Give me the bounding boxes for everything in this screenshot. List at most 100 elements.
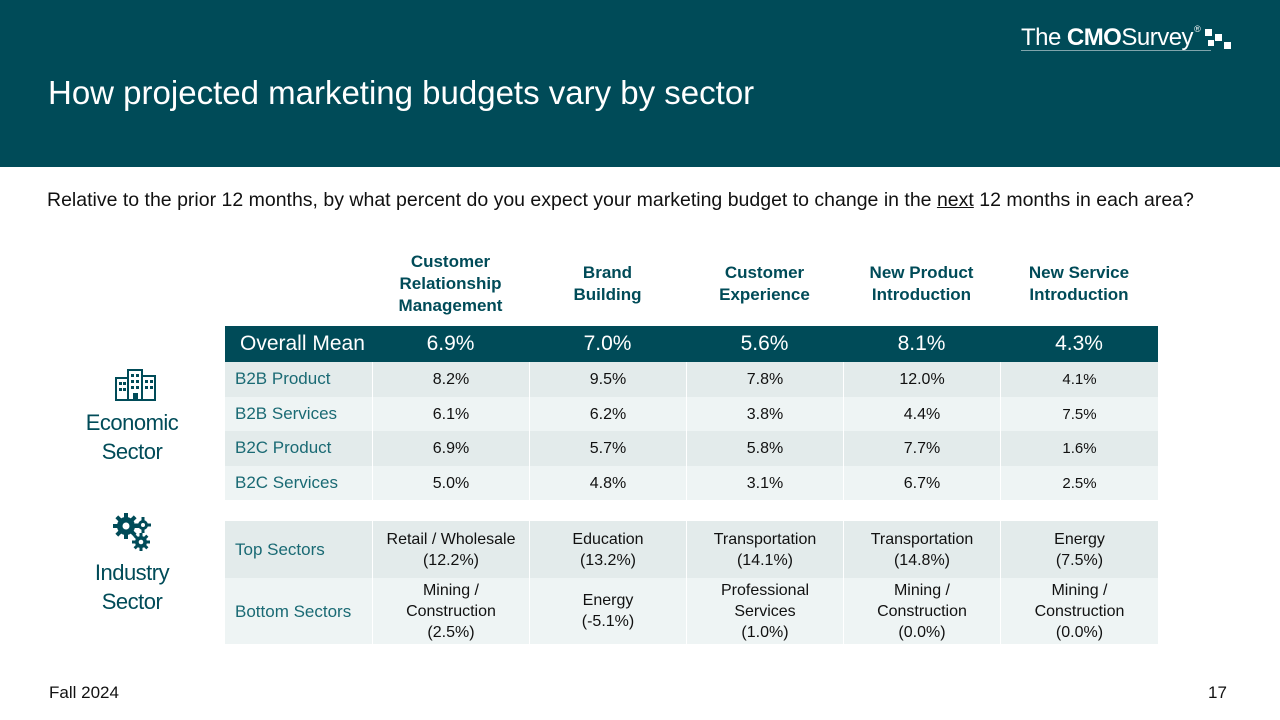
logo-survey: Survey — [1121, 24, 1194, 51]
table-cell: Mining / Construction (0.0%) — [1000, 578, 1158, 644]
row-label: B2B Services — [235, 404, 338, 423]
table-cell: Professional Services (1.0%) — [686, 578, 843, 644]
table-cell: Retail / Wholesale (12.2%) — [372, 521, 529, 578]
overall-mean-label: Overall Mean — [240, 332, 365, 355]
cell-line: (12.2%) — [422, 551, 479, 569]
table-cell: Mining / Construction (2.5%) — [372, 578, 529, 644]
row-label: B2C Services — [235, 473, 338, 492]
header-banner: How projected marketing budgets vary by … — [0, 0, 1280, 167]
table-cell: 9.5% — [529, 362, 686, 397]
question-text-after: 12 months in each area? — [973, 189, 1194, 211]
table-cell: 8.2% — [372, 362, 529, 397]
cell-line: (-5.1%) — [581, 613, 635, 630]
cell-line: (0.0%) — [898, 623, 946, 641]
question-text-underlined: next — [936, 189, 974, 211]
cell-line: Construction — [1034, 602, 1125, 620]
table-cell: 5.8% — [686, 431, 843, 466]
table-cell: Mining / Construction (0.0%) — [843, 578, 1000, 644]
table-cell: 4.4% — [843, 397, 1000, 431]
table-row-top-sectors: Top Sectors Retail / Wholesale (12.2%) Ed… — [225, 521, 1158, 578]
overall-mean-row: Overall Mean 6.9% 7.0% 5.6% 8.1% 4.3% — [225, 326, 1158, 362]
col-header-line: Customer — [724, 263, 805, 282]
col-header-line: Experience — [719, 285, 810, 304]
table-cell: 7.5% — [1000, 397, 1158, 431]
cell-line: Energy — [1054, 530, 1105, 548]
cell-line: (2.5%) — [427, 623, 475, 641]
survey-question: Relative to the prior 12 months, by what… — [47, 188, 1227, 212]
table-cell: 4.1% — [1000, 362, 1158, 397]
col-header-line: Introduction — [871, 285, 972, 304]
table-cell: 6.2% — [529, 397, 686, 431]
cell-line: Construction — [406, 602, 496, 620]
logo-underline — [1021, 50, 1211, 51]
mean-value: 8.1% — [897, 332, 946, 355]
column-header-customer-experience: Customer Experience — [686, 248, 843, 320]
gears-icon — [113, 513, 151, 551]
table-cell: 6.1% — [372, 397, 529, 431]
table-cell: Energy (7.5%) — [1000, 521, 1158, 578]
cell-line: Mining / — [422, 581, 479, 599]
column-header-new-service: New Service Introduction — [1000, 248, 1158, 320]
cell-line: (7.5%) — [1055, 551, 1104, 569]
industry-sector-label: Industry Sector — [72, 558, 192, 616]
logo-dots-icon — [1203, 25, 1231, 51]
table-cell: Energy (-5.1%) — [529, 578, 686, 644]
logo-the: The — [1021, 24, 1061, 51]
cell-line: (13.2%) — [579, 551, 636, 569]
table-row-b2c-services: B2C Services 5.0% 4.8% 3.1% 6.7% 2.5% — [225, 466, 1158, 500]
slide-title: How projected marketing budgets vary by … — [48, 74, 755, 111]
row-label: B2C Product — [235, 438, 332, 457]
col-header-line: Relationship — [399, 274, 502, 293]
col-header-line: Customer — [410, 252, 491, 271]
table-cell: 12.0% — [843, 362, 1000, 397]
column-header-new-product: New Product Introduction — [843, 248, 1000, 320]
col-header-line: Management — [398, 296, 503, 315]
logo-cmo: CMO — [1066, 24, 1122, 51]
row-label: Top Sectors — [235, 540, 325, 559]
cell-line: (0.0%) — [1055, 623, 1104, 641]
cell-line: Education — [572, 530, 644, 548]
cell-line: Construction — [877, 602, 967, 620]
mean-value: 7.0% — [583, 332, 632, 355]
table-cell: 5.0% — [372, 466, 529, 500]
table-cell: 3.1% — [686, 466, 843, 500]
cell-line: (14.8%) — [893, 551, 950, 569]
col-header-line: New Service — [1028, 263, 1130, 282]
cell-line: Professional — [720, 581, 810, 599]
col-header-line: Building — [573, 285, 642, 304]
cell-line: Services — [734, 602, 796, 620]
cell-line: (14.1%) — [736, 551, 793, 569]
column-header-crm: Customer Relationship Management — [372, 248, 529, 320]
table-cell: 6.7% — [843, 466, 1000, 500]
column-header-brand-building: Brand Building — [529, 248, 686, 320]
table-cell: Education (13.2%) — [529, 521, 686, 578]
logo-registered: ® — [1194, 24, 1201, 34]
mean-value: 5.6% — [740, 332, 789, 355]
table-cell: 6.9% — [372, 431, 529, 466]
table-cell: 4.8% — [529, 466, 686, 500]
cell-line: Mining / — [893, 581, 950, 599]
cell-line: Transportation — [713, 530, 817, 548]
mean-value: 4.3% — [1055, 332, 1103, 355]
cell-line: Transportation — [870, 530, 974, 548]
table-cell: 1.6% — [1000, 431, 1158, 466]
table-cell: Transportation (14.8%) — [843, 521, 1000, 578]
cell-line: (1.0%) — [741, 623, 789, 641]
cell-line: Mining / — [1051, 581, 1108, 599]
cell-line: Retail / Wholesale — [386, 530, 516, 548]
col-header-line: Brand — [582, 263, 633, 282]
section-label-line: Sector — [101, 589, 163, 614]
table-cell: 5.7% — [529, 431, 686, 466]
table-cell: 7.7% — [843, 431, 1000, 466]
question-text-before: Relative to the prior 12 months, by what… — [47, 189, 937, 211]
page-number: 17 — [1208, 683, 1227, 702]
table-row-b2b-product: B2B Product 8.2% 9.5% 7.8% 12.0% 4.1% — [225, 362, 1158, 397]
section-label-line: Sector — [101, 439, 163, 464]
col-header-line: New Product — [869, 263, 974, 282]
section-label-line: Economic — [85, 410, 179, 435]
cmo-survey-logo: The CMO Survey ® — [1021, 22, 1231, 54]
buildings-icon — [115, 369, 156, 401]
footer-date: Fall 2024 — [49, 683, 119, 702]
cell-line: Energy — [582, 592, 634, 609]
table-cell: 3.8% — [686, 397, 843, 431]
